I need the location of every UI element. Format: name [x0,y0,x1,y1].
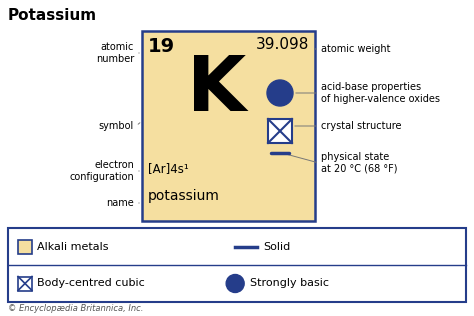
Text: 19: 19 [148,37,175,56]
Text: Alkali metals: Alkali metals [37,241,109,252]
Text: physical state
at 20 °C (68 °F): physical state at 20 °C (68 °F) [321,152,398,174]
FancyBboxPatch shape [18,240,32,253]
Text: Potassium: Potassium [8,8,97,23]
Text: atomic weight: atomic weight [321,44,391,54]
Circle shape [267,80,293,106]
Text: potassium: potassium [148,189,220,203]
Text: Strongly basic: Strongly basic [250,278,329,289]
FancyBboxPatch shape [8,228,466,302]
Text: atomic
number: atomic number [96,42,134,64]
Text: 39.098: 39.098 [255,37,309,52]
Text: symbol: symbol [99,121,134,131]
Text: electron
configuration: electron configuration [69,160,134,182]
Text: © Encyclopædia Britannica, Inc.: © Encyclopædia Britannica, Inc. [8,304,143,313]
Text: Solid: Solid [263,241,291,252]
Text: Body-centred cubic: Body-centred cubic [37,278,145,289]
FancyBboxPatch shape [268,119,292,143]
FancyBboxPatch shape [142,31,315,221]
Text: name: name [106,198,134,208]
Text: crystal structure: crystal structure [321,121,401,131]
Text: acid-base properties
of higher-valence oxides: acid-base properties of higher-valence o… [321,82,440,104]
Text: [Ar]4s¹: [Ar]4s¹ [148,162,189,175]
Circle shape [226,275,244,293]
FancyBboxPatch shape [18,276,32,290]
Text: K: K [187,53,246,127]
